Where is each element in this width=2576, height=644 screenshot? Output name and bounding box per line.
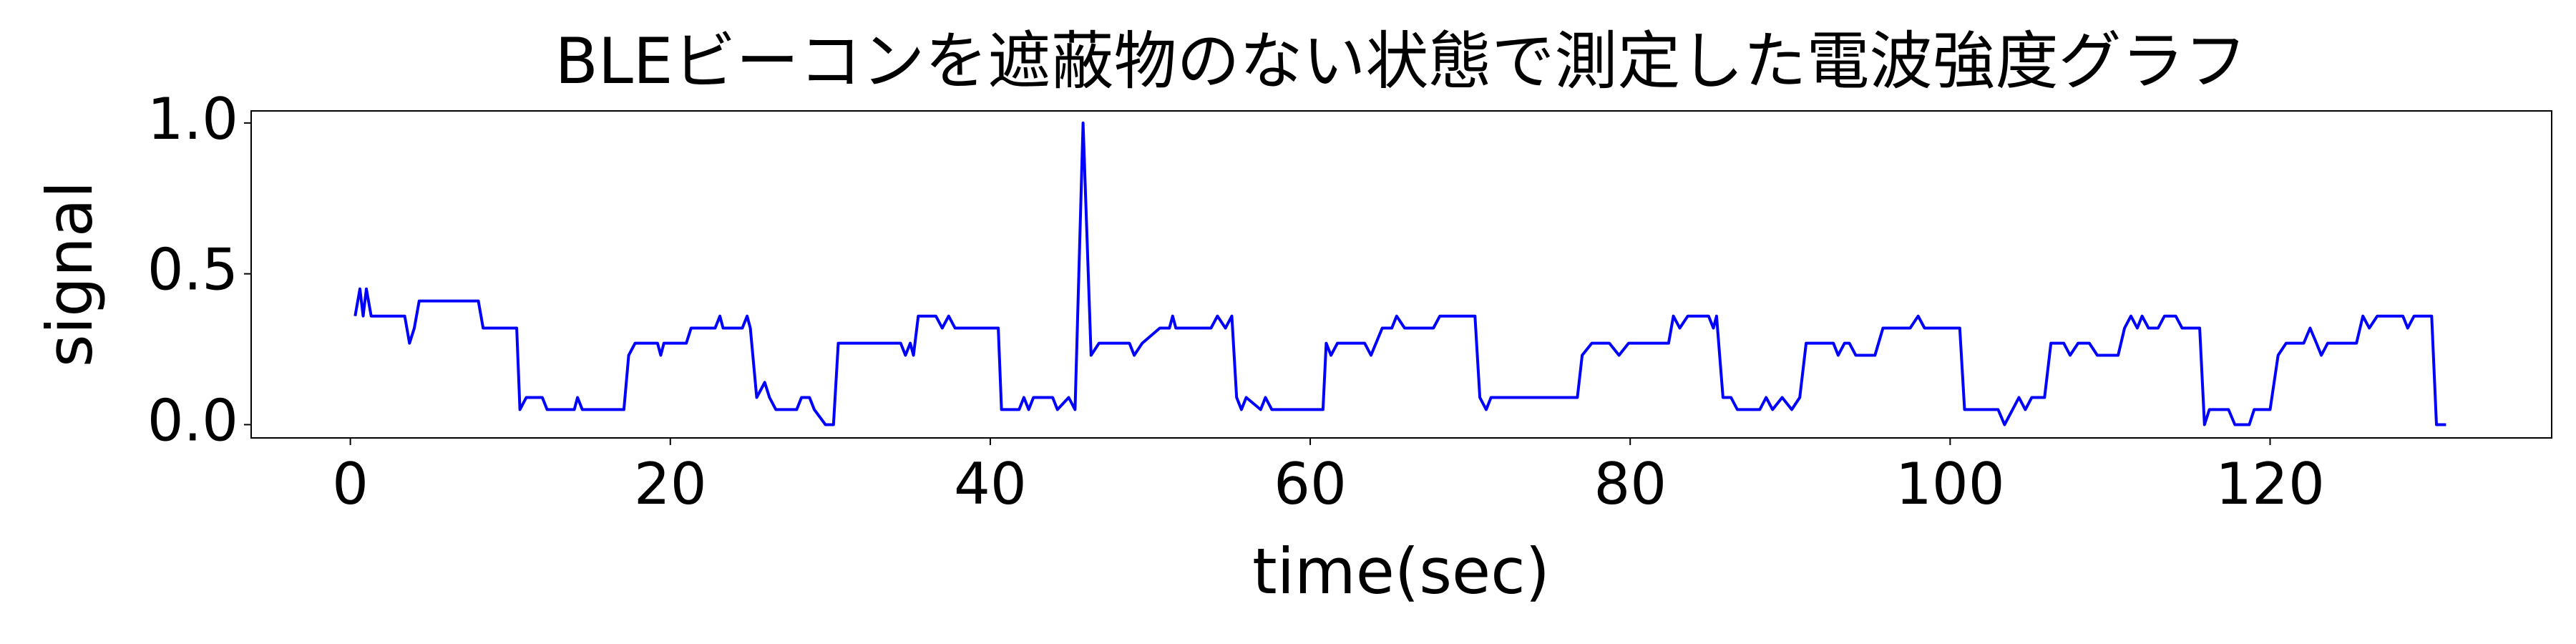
x-tick-label: 80 xyxy=(1594,451,1667,517)
x-tick-label: 100 xyxy=(1896,451,2005,517)
y-axis-label: signal xyxy=(33,181,107,367)
chart-title: BLEビーコンを遮蔽物のない状態で測定した電波強度グラフ xyxy=(555,24,2247,98)
y-tick-label: 0.5 xyxy=(147,237,238,303)
y-tick-label: 1.0 xyxy=(147,86,238,152)
x-tick-label: 20 xyxy=(634,451,707,517)
x-tick-label: 0 xyxy=(332,451,369,517)
plot-frame xyxy=(250,110,2552,439)
x-tick-label: 120 xyxy=(2215,451,2325,517)
y-tick-label: 0.0 xyxy=(147,387,238,454)
line-series xyxy=(353,121,2446,426)
x-axis-label: time(sec) xyxy=(1252,535,1550,608)
x-tick-label: 40 xyxy=(954,451,1027,517)
x-tick-label: 60 xyxy=(1274,451,1347,517)
